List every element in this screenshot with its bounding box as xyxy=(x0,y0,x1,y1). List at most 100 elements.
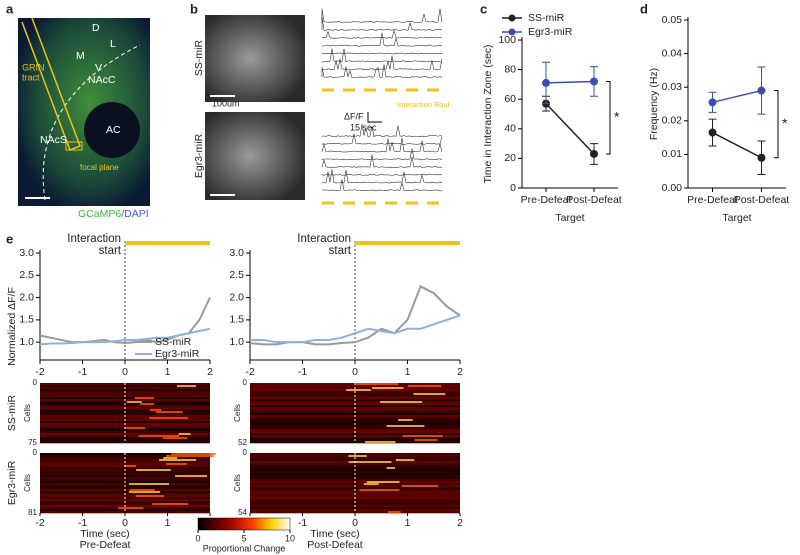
point xyxy=(542,78,550,87)
heatmap-streak xyxy=(402,435,443,437)
y-axis-label: Cells xyxy=(233,404,242,422)
x-tick-label: 2 xyxy=(207,366,213,378)
focal-box xyxy=(65,141,83,151)
calcium-trace xyxy=(321,137,443,153)
region-label: NAcS xyxy=(40,134,67,146)
heatmap-row xyxy=(250,487,460,490)
heatmap-row xyxy=(250,507,460,510)
heatmap-row xyxy=(250,503,460,506)
heatmap-row xyxy=(250,441,460,444)
heatmap: 0 75 Cells SS-miR xyxy=(6,378,210,447)
heatmap-streak xyxy=(176,385,196,387)
heatmap-row xyxy=(40,425,210,428)
calcium-trace xyxy=(321,154,443,168)
y-tick-label: 75 xyxy=(28,438,37,447)
series-line xyxy=(545,80,595,84)
calcium-trace xyxy=(321,148,443,161)
heatmap-streak xyxy=(126,401,142,403)
time-label: 15 sec xyxy=(350,122,377,132)
trace-scale xyxy=(367,112,382,123)
calcium-trace xyxy=(321,169,443,184)
heatmap-row xyxy=(250,429,460,432)
heatmap-row xyxy=(40,393,210,396)
heatmap-row xyxy=(250,495,460,498)
heatmap-streak xyxy=(398,419,413,421)
significance-bracket xyxy=(774,90,779,159)
heatmap-streak xyxy=(346,389,371,391)
annotation: Interaction xyxy=(67,233,121,245)
colorbar-gradient xyxy=(197,517,291,531)
heatmap-streak xyxy=(348,461,392,463)
x-tick-label: -1 xyxy=(298,517,307,529)
y-axis-label: Cells xyxy=(23,404,32,422)
heatmap-streak xyxy=(149,409,162,411)
y-tick-label: 3.0 xyxy=(229,247,244,259)
region-label: AC xyxy=(106,124,121,136)
heatmap-row xyxy=(40,479,210,482)
x-tick-label: 1 xyxy=(165,366,171,378)
x-axis-label: Time (sec) xyxy=(310,528,359,540)
y-tick-label: 20 xyxy=(504,152,516,164)
point xyxy=(708,128,717,137)
heatmap-streak xyxy=(155,411,183,413)
y-tick-label: 0.00 xyxy=(662,182,683,194)
series-line xyxy=(712,89,762,104)
calcium-trace xyxy=(321,124,443,137)
compass: V xyxy=(95,62,102,74)
x-tick-label: 1 xyxy=(405,517,411,529)
x-axis-label: Target xyxy=(555,212,584,224)
y-tick-label: 0 xyxy=(243,448,248,457)
heatmap-row xyxy=(40,429,210,432)
heatmap-streak xyxy=(356,383,399,385)
significance-bracket xyxy=(606,80,611,155)
legend-label: Egr3-miR xyxy=(155,348,200,360)
heatmap-streak xyxy=(118,507,144,509)
heatmap-streak xyxy=(413,393,446,395)
x-tick-label: Pre-Defeat xyxy=(521,194,572,206)
panel-letter: e xyxy=(6,231,13,246)
heatmap-row xyxy=(250,409,460,412)
heatmap-streak xyxy=(365,441,396,443)
y-tick-label: 1.0 xyxy=(19,336,34,348)
heatmap-streak xyxy=(135,495,165,497)
heatmap: 0 52 Cells xyxy=(233,378,460,447)
y-axis-label: Cells xyxy=(23,474,32,492)
heatmap-streak xyxy=(166,463,187,465)
y-tick-label: 2.0 xyxy=(19,291,34,303)
heatmap-streak xyxy=(407,385,442,387)
region-label: NAcC xyxy=(88,74,116,86)
heatmap-row xyxy=(40,385,210,388)
heatmap-streak xyxy=(138,435,180,437)
heatmap-streak xyxy=(414,439,438,441)
heatmap-row xyxy=(40,487,210,490)
heatmap-streak xyxy=(171,453,216,455)
y-tick-label: 1.5 xyxy=(229,314,244,326)
heatmap-row xyxy=(40,441,210,444)
panel-letters: a b c d e xyxy=(6,1,648,246)
point xyxy=(708,98,717,107)
region-label: GRIN xyxy=(22,62,45,72)
heatmap-row xyxy=(250,467,460,470)
x-tick-label: -2 xyxy=(35,366,44,378)
series-line xyxy=(712,131,762,159)
compass: D xyxy=(92,22,100,34)
heatmap-row xyxy=(250,385,460,388)
calcium-trace xyxy=(321,8,443,23)
heatmap-row xyxy=(250,401,460,404)
heatmap-streak xyxy=(125,427,146,429)
stain-label: GCaMP6/DAPI xyxy=(78,208,149,220)
heatmap-streak xyxy=(175,475,207,477)
heatmap-row xyxy=(250,437,460,440)
heatmap-streak xyxy=(178,433,191,435)
boundary xyxy=(42,44,141,201)
annotation: start xyxy=(329,245,352,257)
row-label: SS-miR xyxy=(6,395,18,432)
heatmap-row xyxy=(40,475,210,478)
heatmap-row xyxy=(40,389,210,392)
heatmap-row xyxy=(40,433,210,436)
x-tick-label: Post-Defeat xyxy=(734,194,790,206)
x-tick-label: -1 xyxy=(298,366,307,378)
heatmap-streak xyxy=(348,455,367,457)
